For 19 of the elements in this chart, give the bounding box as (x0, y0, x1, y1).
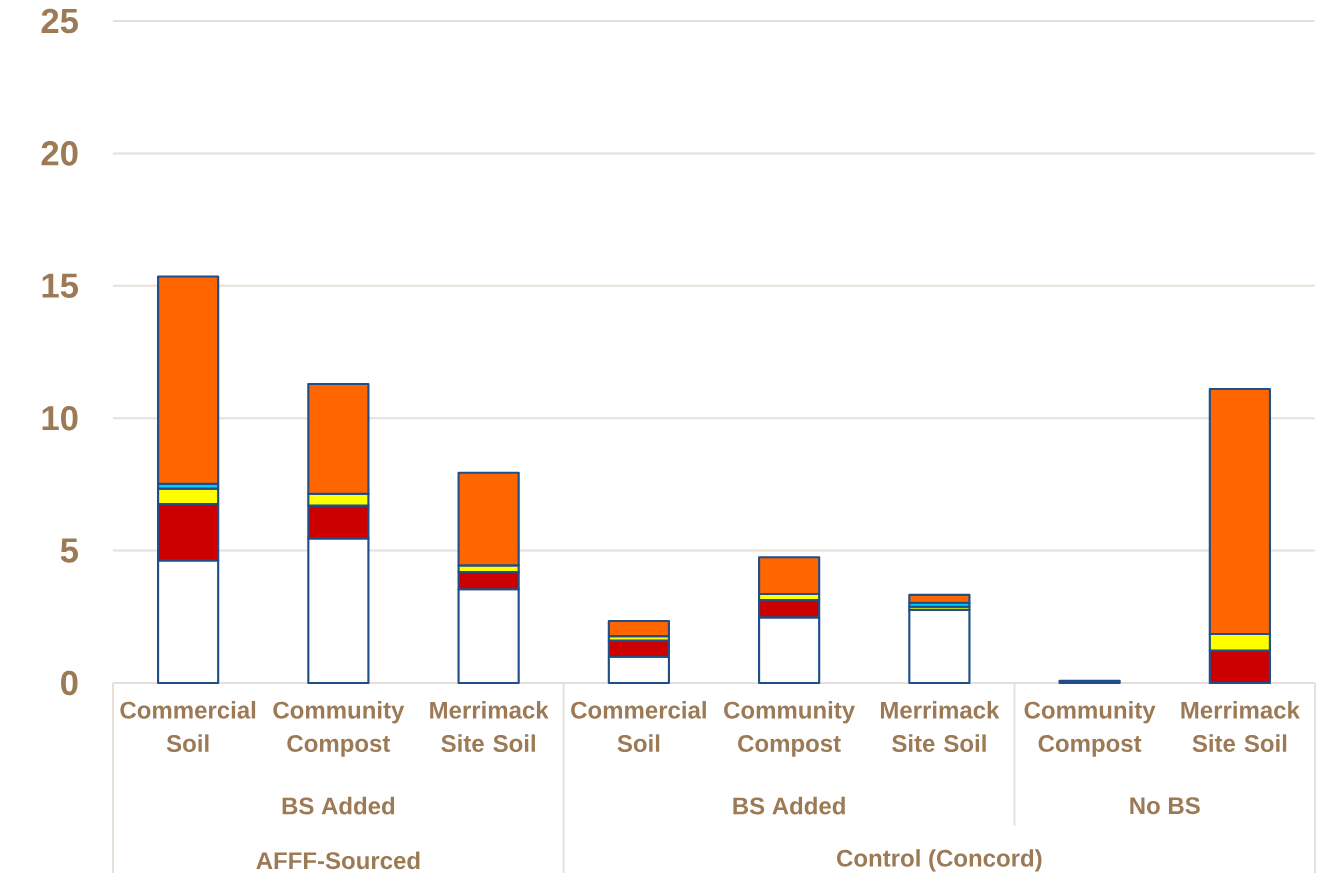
y-tick-label: 25 (41, 8, 78, 34)
text: Control (Concord) (837, 849, 1042, 872)
x-tick-label: Community Compost (273, 701, 405, 757)
text: No BS (1130, 797, 1200, 815)
y-tick-label: 5 (60, 538, 78, 563)
x-tick-label: Merrimack Site Soil (1181, 701, 1300, 752)
x-tick-label: Commercial Soil (120, 701, 256, 752)
x-tick-label: Commercial Soil (571, 701, 706, 752)
y-tick-label: 10 (42, 405, 78, 431)
x-tick-label: Merrimack Site Soil (430, 701, 549, 752)
x-tick-label: Community Compost (724, 701, 855, 757)
y-tick-label: 20 (41, 141, 78, 166)
text: BS Added (733, 796, 845, 815)
x-tick-label: Community Compost (1024, 701, 1156, 757)
y-tick-label: 0 (61, 670, 78, 696)
y-tick-label: 15 (42, 273, 78, 298)
text: AFFF-Sourced (256, 851, 420, 870)
x-tick-label: Merrimack Site Soil (880, 701, 1000, 752)
text: BS Added (282, 796, 395, 815)
